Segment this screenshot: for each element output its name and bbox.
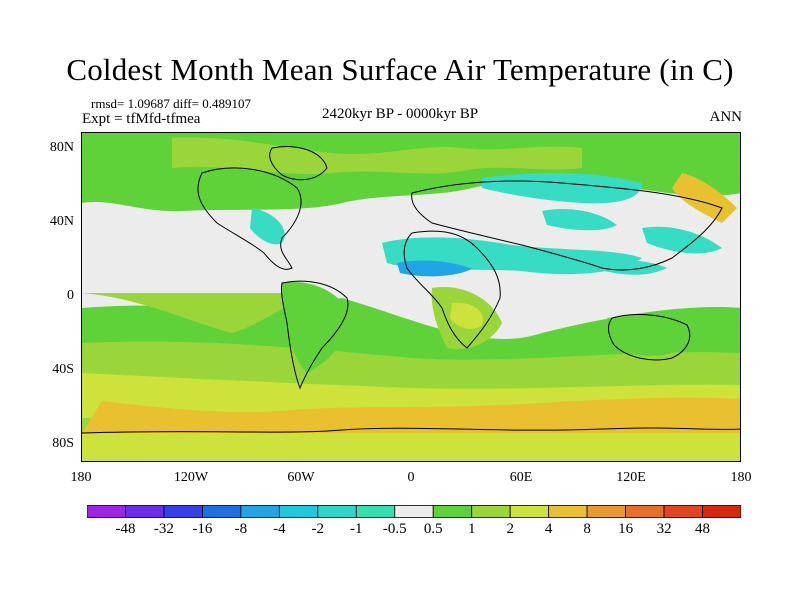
west-pacific-cyan bbox=[642, 226, 722, 254]
colorbar-swatch bbox=[87, 505, 126, 518]
experiment-label: Expt = tfMfd-tfmea bbox=[82, 111, 201, 127]
stats-text: rmsd= 1.09687 diff= 0.489107 bbox=[91, 96, 251, 111]
season-label: ANN bbox=[709, 109, 743, 125]
south-america-green bbox=[282, 282, 352, 373]
eurasia-coast bbox=[411, 180, 723, 271]
colorbar-swatch bbox=[125, 505, 165, 518]
colorbar-swatch bbox=[163, 505, 203, 518]
north-america-cyan bbox=[250, 208, 285, 245]
coastlines bbox=[82, 146, 740, 434]
colorbar-label: 48 bbox=[695, 521, 710, 537]
arctic-lightgreen bbox=[172, 137, 582, 175]
chart-title: Coldest Month Mean Surface Air Temperatu… bbox=[66, 52, 734, 87]
greenland-coast bbox=[269, 146, 328, 181]
antarctica-coast bbox=[82, 427, 740, 434]
colorbar-label: -48 bbox=[115, 521, 136, 537]
africa-coast bbox=[403, 230, 501, 349]
x-tick-180e: 180 bbox=[730, 470, 752, 485]
y-tick-40s: 40S bbox=[52, 362, 74, 377]
colorbar-swatch bbox=[702, 505, 741, 518]
south-america-coast bbox=[281, 280, 349, 390]
colorbar-swatch bbox=[355, 505, 396, 518]
sahara-blue bbox=[397, 260, 472, 277]
colorbar-label: -1 bbox=[350, 521, 363, 537]
colorbar-label: 2 bbox=[506, 521, 514, 537]
colorbar-swatch bbox=[317, 505, 357, 518]
india-cyan bbox=[602, 260, 667, 275]
africa-yellowgreen bbox=[450, 302, 483, 329]
colorbar-swatch bbox=[509, 505, 550, 518]
colorbar-label: -4 bbox=[273, 521, 286, 537]
australia-green bbox=[607, 316, 692, 356]
colorbar-label: 8 bbox=[583, 521, 591, 537]
east-pacific-lightgreen bbox=[82, 293, 292, 333]
antarctic-margin-orange bbox=[82, 397, 740, 433]
colorbar-label: 1 bbox=[467, 521, 476, 537]
colorbar-swatch bbox=[548, 505, 588, 518]
colorbar-label: -16 bbox=[192, 521, 213, 537]
central-asia-cyan bbox=[542, 208, 617, 231]
colorbar-swatch bbox=[471, 505, 511, 518]
colorbar-swatch bbox=[432, 505, 473, 518]
colorbar-label: 4 bbox=[544, 521, 553, 537]
x-tick-0: 0 bbox=[407, 470, 415, 485]
colorbar-label: -8 bbox=[234, 521, 248, 537]
north-america-coast bbox=[197, 167, 302, 270]
colorbar-swatch bbox=[240, 505, 280, 518]
y-tick-80s: 80S bbox=[52, 436, 74, 451]
x-tick-120w: 120W bbox=[173, 470, 209, 485]
x-tick-180w: 180 bbox=[70, 470, 92, 485]
colorbar-label: 32 bbox=[656, 521, 672, 537]
colorbar-label: -2 bbox=[311, 521, 325, 537]
colorbar-swatch bbox=[394, 505, 434, 518]
x-tick-120e: 120E bbox=[616, 470, 646, 485]
colorbar-swatch bbox=[202, 505, 242, 518]
period-label: 2420kyr BP - 0000kyr BP bbox=[321, 106, 479, 122]
y-tick-40n: 40N bbox=[49, 214, 74, 229]
colorbar-label: 0.5 bbox=[423, 521, 443, 537]
colorbar-label: -0.5 bbox=[382, 521, 407, 537]
y-tick-80n: 80N bbox=[49, 140, 74, 155]
antarctica-yellowgreen bbox=[82, 433, 740, 461]
colorbar-swatch bbox=[625, 505, 665, 518]
colorbar-label: -32 bbox=[153, 521, 174, 537]
colorbar bbox=[87, 505, 741, 518]
x-tick-60w: 60W bbox=[287, 470, 315, 485]
colorbar-label: 16 bbox=[618, 521, 634, 537]
australia-coast bbox=[608, 313, 691, 361]
x-tick-60e: 60E bbox=[509, 470, 533, 485]
temperature-anomaly-map bbox=[82, 133, 740, 461]
colorbar-swatch bbox=[663, 505, 703, 518]
colorbar-swatch bbox=[278, 505, 319, 518]
map-plot-area bbox=[81, 132, 741, 462]
y-tick-0: 0 bbox=[67, 288, 74, 303]
colorbar-swatch bbox=[586, 505, 626, 518]
